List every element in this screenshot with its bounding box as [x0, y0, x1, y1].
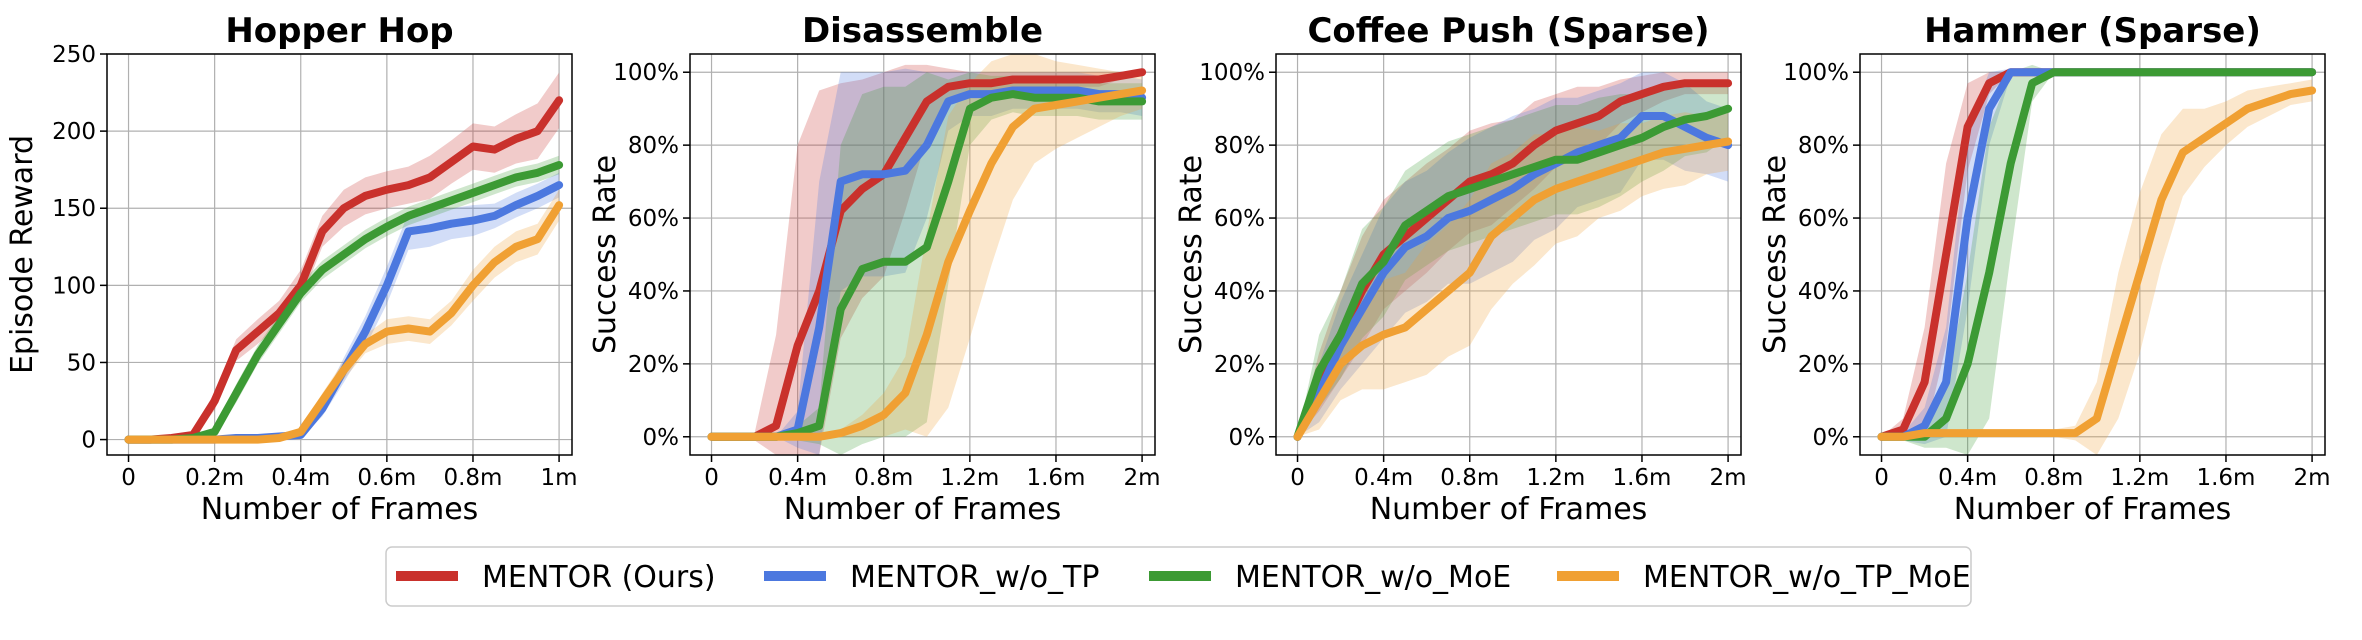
y-tick-label: 20%	[1798, 352, 1849, 378]
y-tick-label: 100%	[613, 60, 679, 86]
y-tick-label: 50	[67, 350, 96, 376]
x-tick-label: 1.2m	[940, 465, 999, 491]
confidence-band-2	[711, 68, 1143, 455]
chart-title: Hopper Hop	[225, 11, 453, 51]
legend-label-3: MENTOR_w/o_MoE	[1235, 560, 1511, 595]
y-tick-label: 20%	[628, 352, 679, 378]
y-tick-label: 250	[52, 42, 96, 68]
x-tick-label: 1m	[541, 465, 578, 491]
x-tick-label: 0.8m	[1440, 465, 1499, 491]
chart-panel-4: 0 0.4m 0.8m 1.2m 1.6m 2m 0% 20% 40% 60% 80% 100% Ham…	[1758, 11, 2331, 527]
confidence-band-1	[1881, 72, 2313, 441]
y-tick-label: 100%	[1199, 60, 1265, 86]
y-tick-label: 200	[52, 119, 96, 145]
y-tick-label: 60%	[628, 206, 679, 232]
x-tick-label: 0	[704, 465, 719, 491]
confidence-band-1	[711, 64, 1143, 456]
y-tick-label: 0	[81, 428, 96, 454]
y-axis-label: Success Rate	[1174, 155, 1209, 354]
y-tick-label: 100	[52, 273, 96, 299]
y-tick-label: 80%	[1798, 133, 1849, 159]
x-tick-label: 2m	[1124, 465, 1161, 491]
legend: MENTOR (Ours) MENTOR_w/o_TP MENTOR_w/o_MoE…	[385, 546, 1972, 607]
y-tick-label: 150	[52, 196, 96, 222]
series-line-2	[1293, 112, 1733, 441]
y-tick-label: 40%	[628, 279, 679, 305]
legend-label-2: MENTOR_w/o_TP	[850, 560, 1099, 595]
confidence-band-2	[128, 172, 560, 440]
series-line-4	[707, 86, 1147, 441]
x-tick-label: 0	[121, 465, 136, 491]
chart-title: Hammer (Sparse)	[1924, 11, 2261, 51]
chart-title: Coffee Push (Sparse)	[1307, 11, 1709, 51]
y-axis-label: Episode Reward	[5, 135, 40, 374]
x-tick-label: 0.4m	[1354, 465, 1413, 491]
y-axis-label: Success Rate	[588, 155, 623, 354]
y-tick-label: 60%	[1798, 206, 1849, 232]
series-line-1	[707, 68, 1147, 441]
chart-title: Disassemble	[802, 11, 1043, 51]
y-axis-label: Success Rate	[1758, 155, 1793, 354]
plot-frame	[1275, 53, 1742, 456]
x-tick-label: 0.8m	[854, 465, 913, 491]
y-tick-label: 0%	[643, 425, 680, 451]
y-tick-label: 80%	[628, 133, 679, 159]
series-line-4	[1293, 137, 1733, 441]
x-tick-label: 0.8m	[2024, 465, 2083, 491]
x-tick-label: 0.4m	[271, 465, 330, 491]
legend-label-1: MENTOR (Ours)	[482, 560, 716, 595]
plot-area	[1276, 54, 1741, 455]
series-line-3	[1877, 68, 2317, 441]
x-tick-label: 0.6m	[357, 465, 416, 491]
plot-frame	[106, 53, 573, 456]
x-tick-label: 0	[1874, 465, 1889, 491]
x-tick-label: 2m	[1710, 465, 1747, 491]
x-tick-label: 1.6m	[1026, 465, 1085, 491]
y-tick-label: 40%	[1798, 279, 1849, 305]
x-tick-label: 0.2m	[185, 465, 244, 491]
x-tick-label: 0.4m	[1938, 465, 1997, 491]
plot-area	[1860, 54, 2325, 455]
x-axis-label: Number of Frames	[1954, 492, 2232, 527]
x-tick-label: 0.8m	[443, 465, 502, 491]
chart-panel-2: 0 0.4m 0.8m 1.2m 1.6m 2m 0% 20% 40% 60% 80% 100% Dis…	[588, 11, 1161, 527]
x-tick-label: 0	[1290, 465, 1305, 491]
x-tick-label: 2m	[2294, 465, 2331, 491]
y-tick-label: 40%	[1214, 279, 1265, 305]
y-tick-label: 100%	[1783, 60, 1849, 86]
chart-panel-3: 0 0.4m 0.8m 1.2m 1.6m 2m 0% 20% 40% 60% 80% 100% Cof…	[1174, 11, 1747, 527]
x-tick-label: 1.6m	[2196, 465, 2255, 491]
confidence-band-4	[1297, 112, 1729, 437]
y-tick-label: 20%	[1214, 352, 1265, 378]
series-line-3	[1293, 104, 1733, 441]
series-line-4	[124, 201, 564, 444]
x-tick-label: 1.2m	[1526, 465, 1585, 491]
y-tick-label: 0%	[1813, 425, 1850, 451]
legend-label-4: MENTOR_w/o_TP_MoE	[1643, 560, 1971, 595]
y-tick-label: 60%	[1214, 206, 1265, 232]
plot-frame	[1859, 53, 2326, 456]
series-line-4	[1877, 86, 2317, 441]
x-axis-label: Number of Frames	[1370, 492, 1648, 527]
x-tick-label: 1.2m	[2110, 465, 2169, 491]
plot-frame	[689, 53, 1156, 456]
confidence-band-2	[1881, 68, 2313, 445]
series-line-1	[124, 96, 564, 444]
chart-panel-1: 0 0.2m 0.4m 0.6m 0.8m 1m 0 50 100 150 200 250 Hopper…	[5, 11, 578, 527]
x-axis-label: Number of Frames	[201, 492, 479, 527]
confidence-band-3	[128, 155, 560, 440]
confidence-band-3	[1881, 64, 2313, 456]
x-axis-label: Number of Frames	[784, 492, 1062, 527]
y-tick-label: 0%	[1229, 425, 1266, 451]
confidence-band-3	[711, 72, 1143, 455]
x-tick-label: 0.4m	[768, 465, 827, 491]
x-tick-label: 1.6m	[1612, 465, 1671, 491]
y-tick-label: 80%	[1214, 133, 1265, 159]
